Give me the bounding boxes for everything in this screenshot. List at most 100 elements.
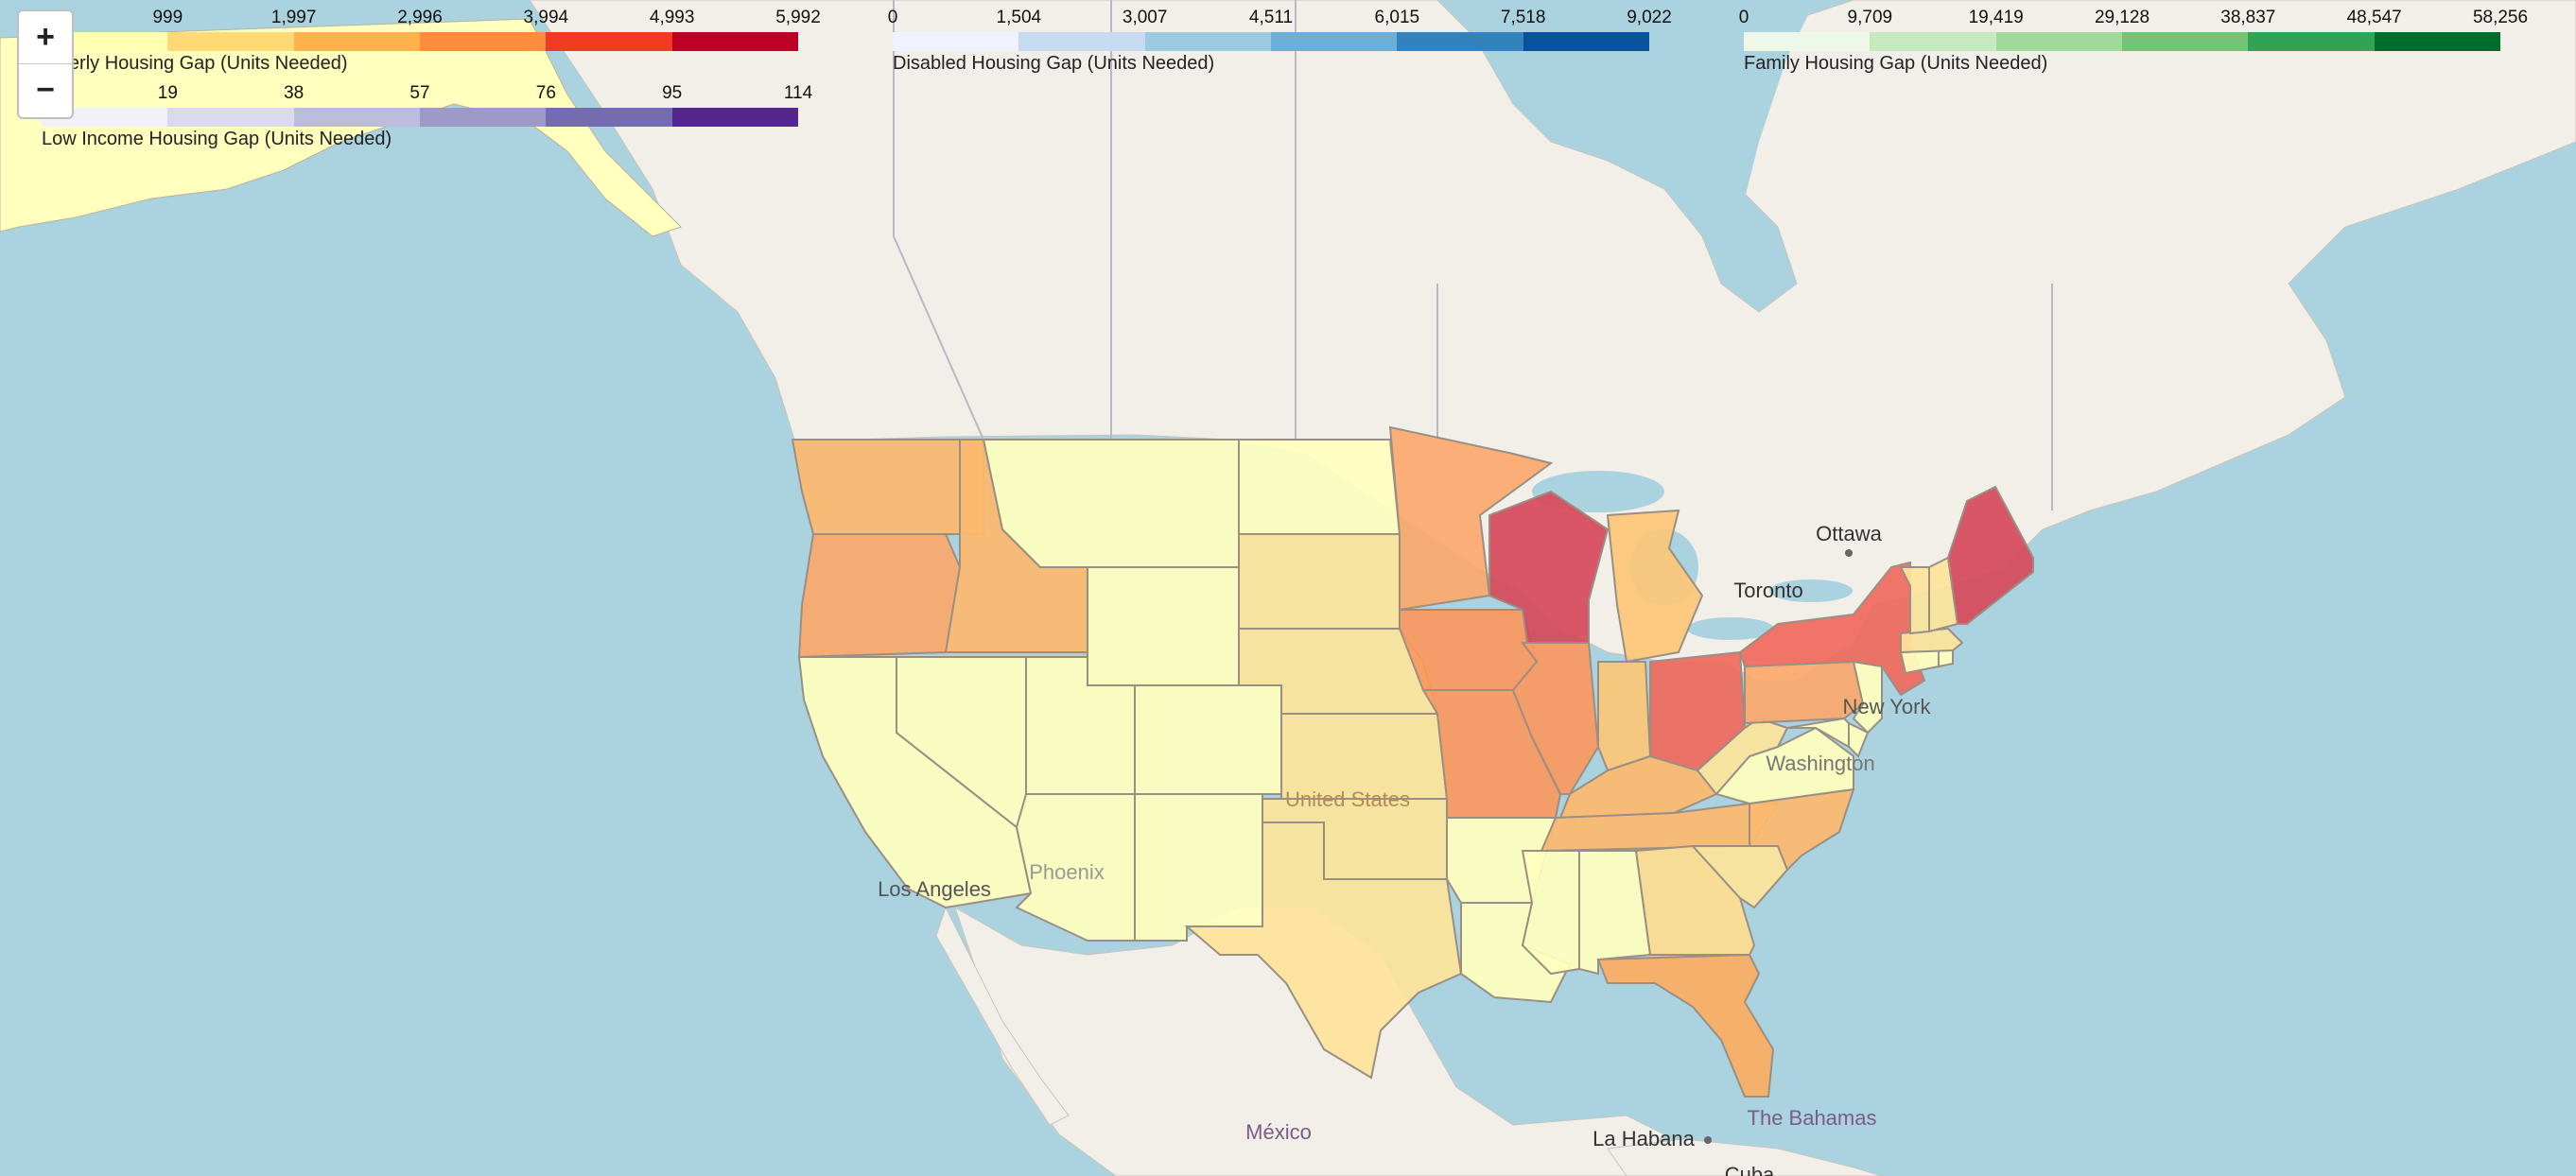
legend-swatch [1995,32,2122,51]
legend-title: Low Income Housing Gap (Units Needed) [42,129,392,149]
lake-erie [1687,617,1774,640]
legend-tick-label: 58,256 [2472,8,2529,27]
state-WY [1087,566,1240,686]
label-phoenix: Phoenix [1029,860,1105,884]
legend-ticks: 01938577695114 [37,79,812,103]
legend-swatch [167,32,294,51]
legend-swatch [1870,32,1996,51]
legend-color-bar [893,32,1649,51]
state-RI [1938,649,1954,668]
legend-swatch [2248,32,2375,51]
map-labels: Ottawa Toronto New York Washington Unite… [878,522,1931,1176]
legend-tick-label: 9,022 [1627,8,1672,27]
legend-swatch [419,32,547,51]
state-IL [1511,642,1600,795]
legend-tick-label: 3,994 [523,8,569,27]
label-ottawa: Ottawa [1816,522,1882,545]
cuba-land [1607,1138,1883,1176]
state-DE [1848,721,1870,758]
legend-swatch [167,108,294,127]
legend-tick-label: 0 [1738,8,1749,27]
legend-tick-label: 3,007 [1122,8,1168,27]
state-NM [1134,793,1263,942]
zoom-in-button[interactable]: + [19,11,72,64]
legend-tick-label: 95 [662,83,683,103]
legend-tick-label: 114 [783,83,813,103]
legend-low-income: 01938577695114 Low Income Housing Gap (U… [37,79,812,155]
legend-swatch [2374,32,2500,51]
zoom-out-button[interactable]: − [36,72,55,108]
legend-swatch [1144,32,1271,51]
state-TX [1184,821,1463,1080]
label-washington: Washington [1766,752,1874,775]
legend-swatch [546,108,672,127]
us-states[interactable] [791,425,2034,1098]
state-FL [1596,953,1775,1098]
legend-tick-label: 2,996 [397,8,443,27]
legend-tick-label: 1,504 [996,8,1042,27]
legend-tick-label: 1,997 [270,8,317,27]
legend-tick-label: 5,992 [775,8,821,27]
legend-color-bar [42,108,798,127]
legend-swatch [1397,32,1523,51]
legend-tick-label: 999 [152,8,183,27]
hudson-bay [1693,0,1816,227]
legend-family: 0 9,709 19,419 29,128 38,837 48,547 58,256 Fam… [1739,4,2528,79]
legend-tick-label: 4,511 [1248,8,1294,27]
legend-color-bar [42,32,798,51]
state-IN [1597,661,1652,772]
legend-tick-label: 76 [535,83,556,103]
state-NC [1693,787,1855,872]
state-OR [797,533,962,659]
state-ND [1238,439,1401,535]
legend-tick-label: 7,518 [1500,8,1546,27]
state-CO [1134,684,1282,795]
legend-swatch [1744,32,1871,51]
state-MT [982,439,1240,568]
state-VT [1899,566,1930,635]
city-dot-ottawa [1845,549,1853,557]
legend-title: Disabled Housing Gap (Units Needed) [893,53,1215,74]
legend-tick-label: 48,547 [2346,8,2402,27]
legend-title: Family Housing Gap (Units Needed) [1744,53,2048,74]
state-WV [1696,717,1789,796]
label-united-states: United States [1285,787,1410,811]
legend-tick-label: 57 [409,83,430,103]
legend-swatch [419,108,547,127]
legend-tick-label: 0 [887,8,898,27]
label-mexico: México [1245,1120,1312,1144]
lake-ontario [1769,579,1853,602]
canada-land [529,0,2576,682]
legend-tick-label: 38 [284,83,305,103]
legend-tick-label: 19,419 [1968,8,2024,27]
legend-swatch [2121,32,2249,51]
label-la-habana: La Habana [1593,1127,1695,1150]
legend-tick-label: 4,993 [649,8,695,27]
state-IA [1399,609,1539,691]
legend-swatch [671,108,798,127]
label-cuba: Cuba [1725,1163,1775,1176]
canada-province-borders [893,0,2053,510]
legend-disabled: 0 1,504 3,007 4,511 6,015 7,518 9,022 Disabled… [888,4,1672,79]
legend-ticks: 0 9,709 19,419 29,128 38,837 48,547 58,256 [1739,4,2528,27]
label-new-york: New York [1843,695,1932,718]
baja-california-land [935,906,1070,1126]
state-WA [791,439,984,535]
legend-color-bar [1744,32,2500,51]
city-dot-la-habana [1704,1136,1712,1144]
state-KS [1280,713,1449,800]
legend-tick-label: 29,128 [2094,8,2150,27]
label-bahamas: The Bahamas [1748,1106,1877,1130]
state-MN [1388,425,1554,612]
legend-swatch [546,32,672,51]
legend-title: Elderly Housing Gap (Units Needed) [42,53,348,74]
label-toronto: Toronto [1733,579,1802,602]
zoom-control: + − [17,9,74,119]
legend-swatch [1270,32,1398,51]
legend-swatch [1523,32,1649,51]
state-SD [1238,533,1401,630]
state-MI [1606,509,1704,664]
